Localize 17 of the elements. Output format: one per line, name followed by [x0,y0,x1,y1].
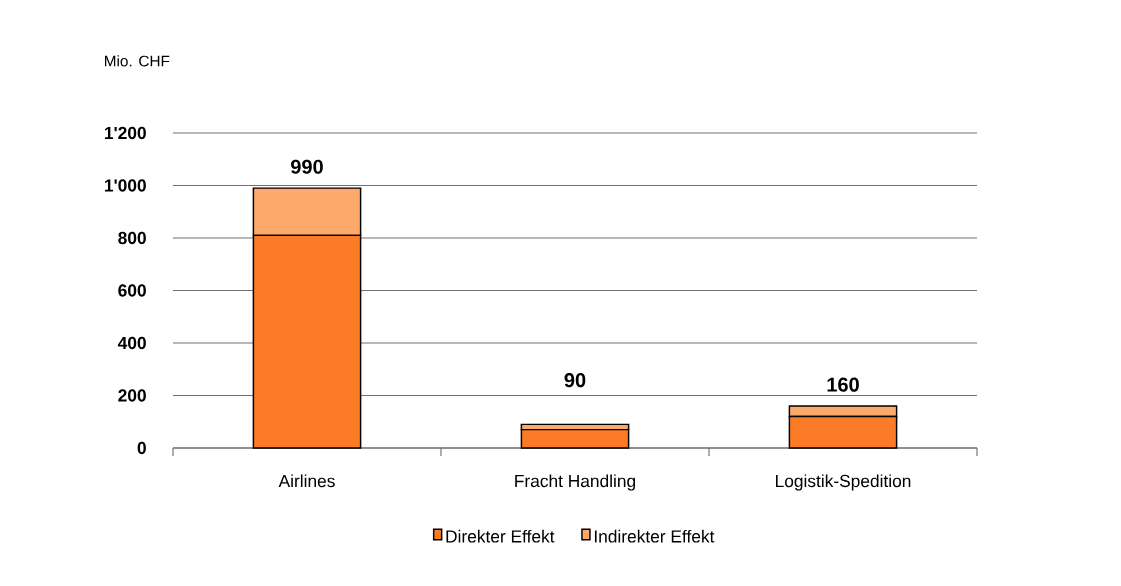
legend-label: Direkter Effekt [446,529,555,543]
y-tick-label: 1'000 [105,179,146,192]
y-axis-title: Mio. CHF [105,55,170,67]
bar [520,428,630,449]
total-label: 990 [291,159,323,174]
y-tick-label: 400 [117,336,146,350]
y-tick-label: 600 [118,284,146,297]
total-label: 160 [827,377,859,392]
y-tick-label: 1'200 [105,126,146,140]
legend-label: Indirekter Effekt [594,529,715,543]
y-tick-label: 800 [118,231,146,245]
y-tick-label: 200 [118,389,146,402]
y-tick-label: 0 [137,441,146,455]
total-label: 90 [564,373,586,388]
x-tick-label: Airlines [278,474,335,488]
x-tick-label: Fracht Handling [515,474,636,491]
x-tick-label: Logistik-Spedition [776,474,911,491]
